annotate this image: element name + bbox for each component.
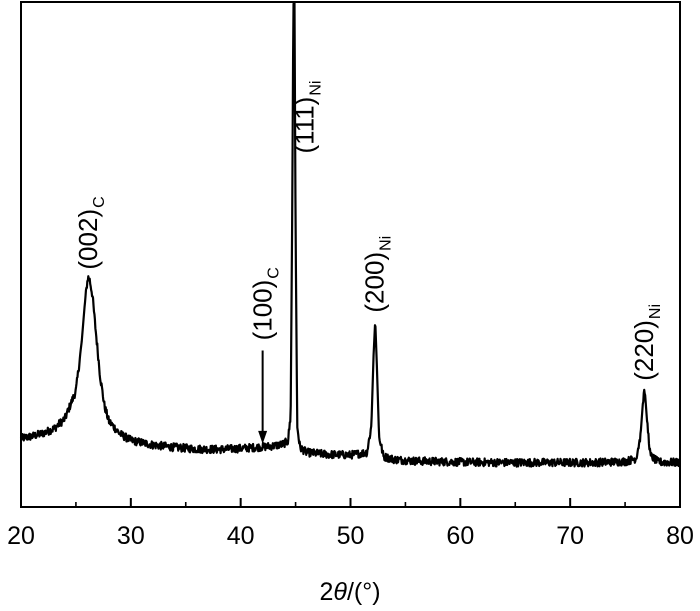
- peak-label: (200)Ni: [360, 236, 395, 313]
- annotation-arrow-head: [258, 430, 268, 444]
- x-tick-label: 20: [7, 522, 35, 550]
- peak-label-main: (002): [73, 209, 103, 270]
- x-tick-label: 70: [556, 522, 584, 550]
- peak-annotations: (002)C(100)C(111)Ni(200)Ni(220)Ni: [73, 81, 664, 444]
- peak-label-main: (100): [248, 280, 278, 341]
- x-tick-label: 60: [446, 522, 474, 550]
- x-axis: 20 30 40 50 60 70 80: [7, 498, 694, 550]
- peak-label: (111)Ni: [289, 81, 324, 154]
- peak-label-subscript: Ni: [378, 236, 395, 251]
- peak-label-subscript: C: [266, 267, 283, 279]
- x-axis-label-prefix: 2: [319, 578, 333, 606]
- peak-label-subscript: Ni: [307, 81, 324, 96]
- peak-label-main: (200): [360, 252, 390, 313]
- x-axis-label-theta: θ: [333, 578, 347, 606]
- x-tick-label: 30: [117, 522, 145, 550]
- peak-label-subscript: C: [91, 196, 108, 208]
- peak-label: (220)Ni: [629, 304, 664, 381]
- xrd-pattern-line: [19, 1, 681, 468]
- peak-label: (100)C: [248, 267, 283, 340]
- x-tick-label: 50: [337, 522, 365, 550]
- x-tick-label: 40: [227, 522, 255, 550]
- peak-label-main: (111): [289, 97, 319, 154]
- peak-label: (002)C: [73, 196, 108, 269]
- x-axis-label: 2θ/(°): [319, 578, 380, 606]
- x-tick-label: 80: [666, 522, 694, 550]
- peak-label-main: (220): [629, 320, 659, 381]
- x-axis-label-suffix: /(°): [347, 578, 381, 606]
- plot-frame: [20, 1, 681, 508]
- peak-label-subscript: Ni: [647, 304, 664, 319]
